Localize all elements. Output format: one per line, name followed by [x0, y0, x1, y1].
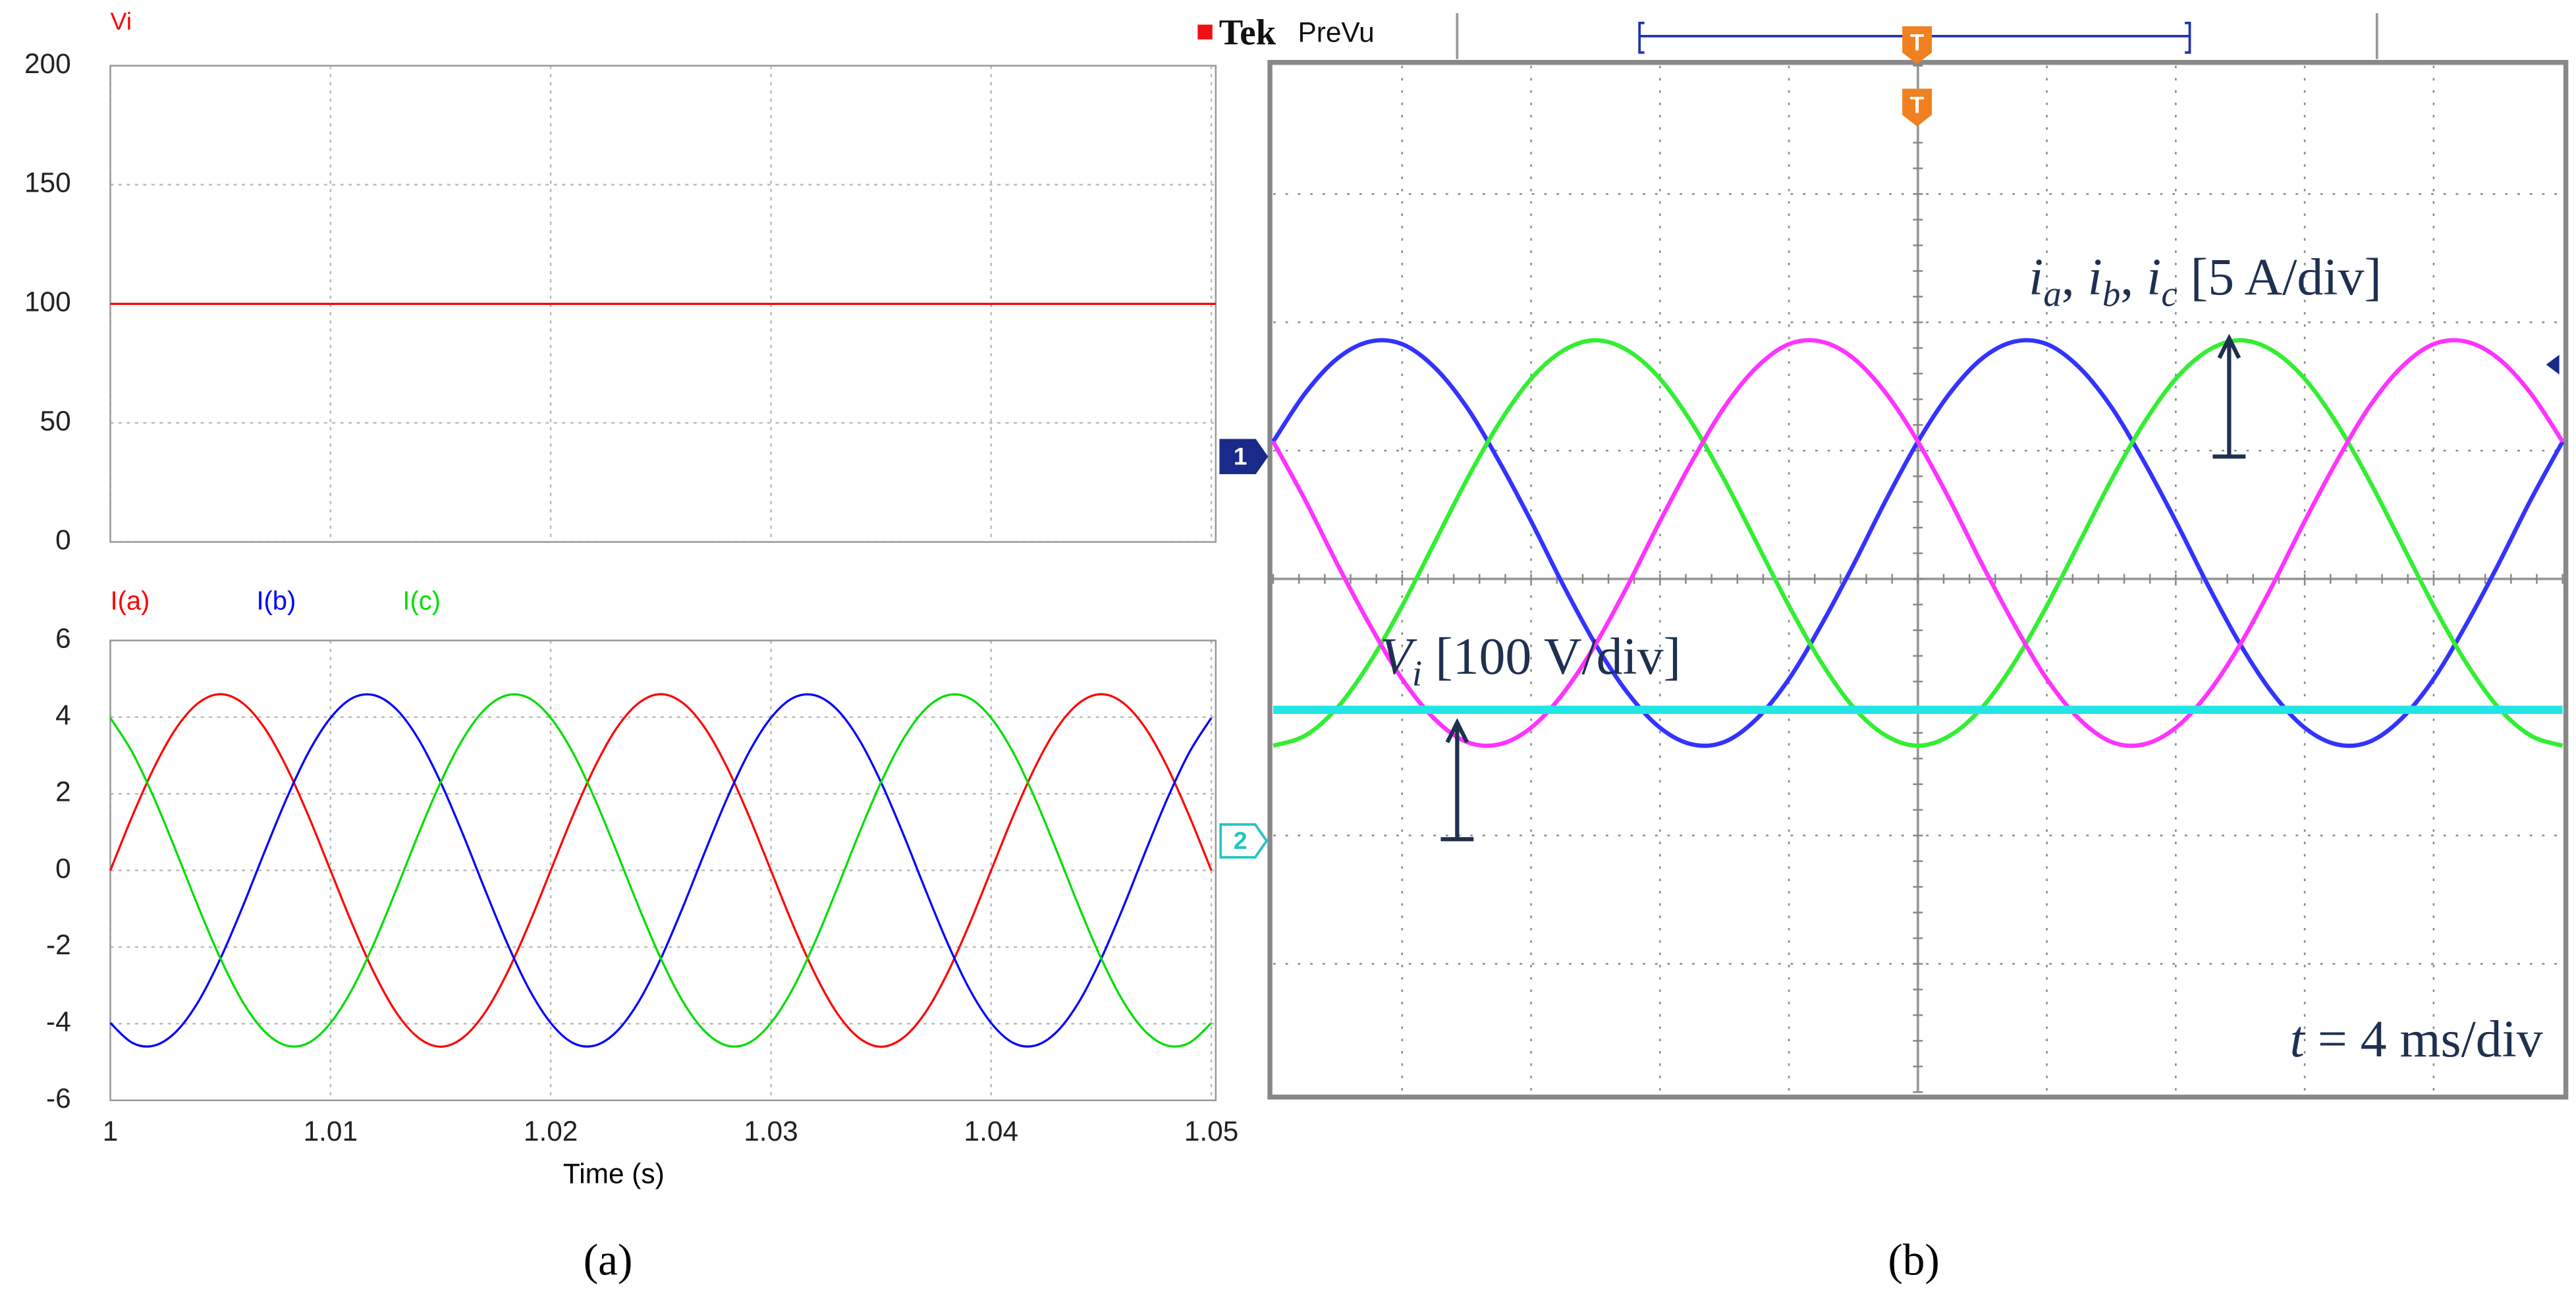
- x-tick-label: 1.03: [744, 1116, 798, 1147]
- series-line: [109, 693, 1213, 1048]
- annotation: Vi [100 V/div]: [1380, 628, 1681, 693]
- y-tick-label: 0: [55, 524, 71, 555]
- annotation: t = 4 ms/div: [2290, 1010, 2543, 1068]
- y-tick-label: 100: [24, 286, 71, 317]
- annotation-part: [5 A/div]: [2178, 248, 2382, 306]
- y-tick-label: 200: [24, 48, 71, 79]
- channel-marker: [1219, 823, 1269, 859]
- trigger-label: T: [1910, 30, 1924, 56]
- annotation-part: i: [2029, 248, 2043, 306]
- annotation-part: i: [2147, 248, 2161, 306]
- panel-caption: (b): [1888, 1236, 1939, 1285]
- annotation-part: ,: [2062, 248, 2088, 306]
- trigger-marker: [1902, 88, 1932, 127]
- annotation-part: ,: [2120, 248, 2147, 306]
- y-tick-label: 0: [55, 853, 71, 884]
- y-tick-label: -4: [46, 1006, 71, 1037]
- x-tick-label: 1.05: [1184, 1116, 1238, 1147]
- scope-mode: PreVu: [1298, 17, 1374, 48]
- y-tick-label: 6: [55, 623, 71, 654]
- annotation-part: i: [2088, 248, 2102, 306]
- annotation-part: a: [2043, 273, 2061, 313]
- run-indicator: [1197, 24, 1213, 40]
- y-tick-label: 50: [40, 405, 71, 436]
- annotation-part: i: [1412, 653, 1422, 693]
- channel-label: 2: [1234, 827, 1247, 854]
- series-line: [109, 693, 1213, 1048]
- annotation-arrow: [2212, 333, 2246, 459]
- y-tick-label: -6: [46, 1083, 71, 1114]
- y-tick-label: 2: [55, 776, 71, 807]
- y-tick-label: 150: [24, 167, 71, 198]
- trace: [1273, 338, 2563, 748]
- x-tick-label: 1.04: [964, 1116, 1018, 1147]
- chart-title: Vi: [111, 7, 132, 35]
- annotation-part: V: [1380, 628, 1417, 686]
- annotation-part: [100 V/div]: [1422, 628, 1681, 686]
- annotation-part: b: [2102, 273, 2120, 313]
- panel-caption: (a): [584, 1236, 633, 1285]
- channel-marker: [1219, 439, 1269, 475]
- y-tick-label: -2: [46, 929, 71, 960]
- scope-brand: Tek: [1219, 12, 1276, 52]
- annotation-part: c: [2161, 273, 2177, 313]
- x-tick-label: 1: [103, 1116, 119, 1147]
- series-line: [109, 693, 1213, 1048]
- annotation-arrow: [1440, 718, 1474, 842]
- x-axis-label: Time (s): [563, 1158, 665, 1189]
- legend-label: I(c): [402, 587, 441, 616]
- annotation-part: t: [2290, 1010, 2306, 1068]
- y-tick-label: 4: [55, 699, 71, 730]
- annotation-part: = 4 ms/div: [2305, 1010, 2543, 1068]
- channel-label: 1: [1234, 443, 1247, 470]
- trigger-label: T: [1910, 92, 1924, 118]
- trace: [1271, 338, 2565, 748]
- trigger-level-marker: [2546, 354, 2560, 375]
- x-tick-label: 1.02: [524, 1116, 578, 1147]
- legend-label: I(a): [111, 587, 150, 616]
- trigger-marker: [1902, 26, 1932, 65]
- legend-label: I(b): [256, 587, 296, 616]
- annotation: ia, ib, ic [5 A/div]: [2029, 248, 2382, 313]
- x-tick-label: 1.01: [304, 1116, 358, 1147]
